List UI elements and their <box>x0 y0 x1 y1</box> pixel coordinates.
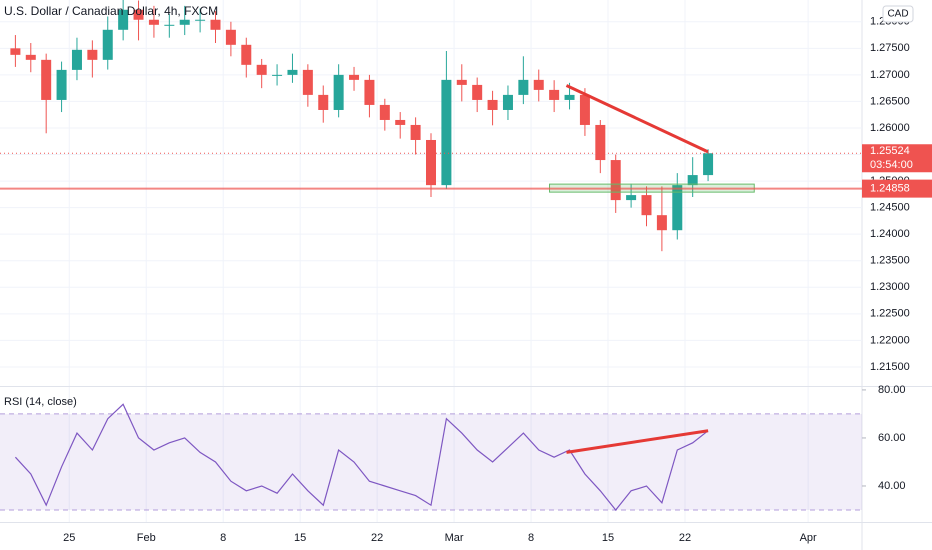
candle-body <box>395 119 406 125</box>
candle-body <box>287 69 298 75</box>
candle-body <box>225 29 236 45</box>
x-tick-label: 25 <box>63 532 75 544</box>
rsi-title: RSI (14, close) <box>4 396 77 408</box>
candle-body <box>564 94 575 100</box>
candle-body <box>579 94 590 125</box>
candle-body <box>703 153 714 176</box>
candle-body <box>302 69 313 95</box>
y-tick-label: 1.22500 <box>870 308 910 320</box>
x-tick-label: Mar <box>445 532 464 544</box>
x-tick-label: 22 <box>679 532 691 544</box>
candle-body <box>56 69 67 100</box>
last-price-box <box>862 144 932 173</box>
candle-body <box>164 24 175 26</box>
candle-body <box>102 29 113 60</box>
candle-body <box>133 9 144 20</box>
level-label: 1.24858 <box>870 183 910 195</box>
x-tick-label: 15 <box>294 532 306 544</box>
candle-body <box>487 99 498 110</box>
currency-label: CAD <box>887 9 908 20</box>
trendline <box>565 84 709 154</box>
countdown-label: 03:54:00 <box>870 159 913 171</box>
y-tick-label: 80.00 <box>878 384 906 396</box>
y-tick-label: 40.00 <box>878 480 906 492</box>
rsi-band <box>0 413 862 510</box>
candle-body <box>179 19 190 25</box>
candle-body <box>595 124 606 161</box>
candle-body <box>148 19 159 25</box>
candle-body <box>656 215 667 231</box>
y-tick-label: 1.27500 <box>870 42 910 54</box>
candle-body <box>672 185 683 231</box>
candle-body <box>533 79 544 90</box>
candle-body <box>441 79 452 186</box>
currency-box <box>882 5 914 23</box>
y-tick-label: 1.23500 <box>870 255 910 267</box>
candle-body <box>626 195 637 201</box>
candle-body <box>379 104 390 120</box>
rsi-line <box>14 403 709 511</box>
y-tick-label: 1.26000 <box>870 122 910 134</box>
candle-body <box>241 44 252 65</box>
candle-body <box>687 175 698 186</box>
candle-body <box>349 74 360 80</box>
candle-body <box>518 79 529 95</box>
candle-body <box>318 94 329 110</box>
candle-body <box>272 74 283 76</box>
y-tick-label: 1.26500 <box>870 95 910 107</box>
x-tick-label: 8 <box>528 532 534 544</box>
candle-body <box>87 49 98 60</box>
chart-title: U.S. Dollar / Canadian Dollar, 4h, FXCM <box>4 4 218 18</box>
x-tick-label: Feb <box>137 532 156 544</box>
candle-body <box>426 139 436 186</box>
candle-body <box>410 124 421 140</box>
y-tick-label: 1.22000 <box>870 334 910 346</box>
last-price-label: 1.25524 <box>870 145 910 157</box>
candle-body <box>472 84 483 100</box>
candle-body <box>456 79 467 85</box>
candle-body <box>502 94 513 110</box>
x-tick-label: 15 <box>602 532 614 544</box>
candle-body <box>195 19 206 21</box>
y-tick-label: 1.24000 <box>870 228 910 240</box>
candle-body <box>210 19 221 30</box>
y-tick-label: 1.23000 <box>870 281 910 293</box>
candle-body <box>118 9 129 30</box>
trendline <box>566 429 709 454</box>
candle-body <box>549 89 560 100</box>
candle-body <box>610 160 621 201</box>
candle-body <box>364 79 375 105</box>
candle-body <box>25 54 36 60</box>
y-tick-label: 1.27000 <box>870 69 910 81</box>
x-tick-label: 8 <box>220 532 226 544</box>
candle-body <box>641 195 652 216</box>
level-box <box>862 179 932 198</box>
y-tick-label: 1.21500 <box>870 361 910 373</box>
x-tick-label: Apr <box>800 532 817 544</box>
candle-body <box>333 74 344 110</box>
candle-body <box>10 48 21 55</box>
candle-body <box>41 59 52 100</box>
candle-body <box>256 64 267 75</box>
y-tick-label: 60.00 <box>878 432 906 444</box>
candle-body <box>71 49 82 70</box>
y-tick-label: 1.24500 <box>870 202 910 214</box>
x-tick-label: 22 <box>371 532 383 544</box>
